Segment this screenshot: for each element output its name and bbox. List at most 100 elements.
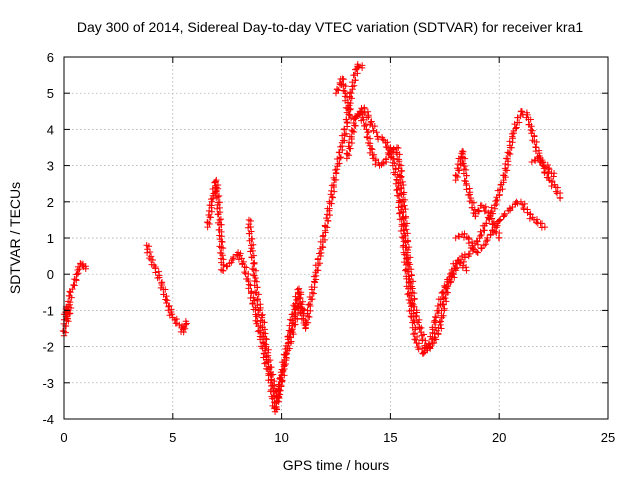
data-point-interp [513,124,520,131]
data-point-interp [334,160,342,168]
data-point-interp [250,306,257,313]
data-point [541,223,549,231]
data-point-interp [413,318,421,326]
data-point-interp [537,154,544,162]
data-point-interp [248,254,255,261]
data-point-interp [431,313,439,321]
data-point-interp [228,256,236,264]
data-point-interp [341,131,348,139]
data-point-interp [249,299,257,307]
y-tick-label: 4 [47,122,54,137]
data-point-interp [526,215,534,222]
data-point [459,147,466,155]
data-point-interp [306,293,314,301]
data-point-interp [493,224,500,231]
data-point-interp [333,85,341,93]
data-point-interp [310,273,318,280]
series-seg2 [143,242,190,336]
data-point [459,252,466,260]
data-point-interp [281,362,288,369]
data-point-interp [455,232,462,240]
grid [64,57,608,419]
data-point-interp [358,105,365,112]
data-point-interp [499,185,506,193]
data-point-interp [470,199,478,206]
data-point-interp [250,294,257,301]
data-point-interp [365,139,372,147]
data-point-interp [288,311,296,318]
data-point-interp [485,216,493,223]
data-point-interp [427,333,434,340]
data-point-interp [405,243,413,251]
data-point-interp [383,144,391,151]
data-point-interp [64,315,71,322]
data-point-interp [439,300,446,308]
data-point-interp [261,360,268,367]
data-point [339,75,346,82]
data-point-interp [339,137,347,144]
data-point-interp [504,155,511,163]
data-point-interp [488,215,496,222]
data-point-interp [219,252,226,259]
data-point-interp [463,172,470,179]
data-point [524,111,531,119]
data-point-interp [372,161,379,168]
data-point-interp [270,385,278,392]
data-point-interp [437,318,445,325]
data-point-interp [219,238,226,246]
data-point-interp [410,330,417,338]
data-point-interp [352,76,359,84]
data-point-interp [168,311,176,318]
data-point-interp [461,230,468,237]
data-point-interp [373,129,380,136]
data-point-interp [311,279,319,286]
data-point-interp [343,116,350,123]
data-point-interp [277,376,284,383]
data-point [491,202,499,209]
data-point [213,176,220,184]
data-point-interp [297,291,305,298]
data-point-interp [243,264,250,271]
data-point-interp [533,219,540,226]
data-point [419,350,427,358]
data-point-interp [162,296,169,303]
data-point-interp [344,150,351,158]
data-point-interp [283,349,290,357]
data-point-interp [69,285,76,293]
data-point-interp [400,215,407,222]
data-point [467,194,475,202]
x-tick-label: 20 [492,430,506,445]
data-point-interp [402,232,409,239]
data-point-interp [465,239,473,247]
data-point-interp [342,90,349,97]
data-point-interp [155,274,163,281]
data-point-interp [398,184,405,192]
data-point [463,267,470,274]
data-point-interp [545,168,552,176]
data-point-interp [204,219,212,226]
data-point-interp [143,249,151,256]
data-point-interp [505,149,513,157]
y-tick-label: -2 [42,340,54,355]
data-point-interp [396,209,404,217]
data-point-interp [411,313,419,320]
data-point-interp [71,275,78,283]
data-point [295,285,303,292]
data-point-interp [337,153,345,161]
data-point-interp [294,286,301,293]
data-point-interp [398,191,405,198]
data-point-interp [441,305,448,312]
data-point-interp [412,336,419,344]
data-point-interp [393,149,400,156]
data-point-interp [306,313,313,321]
data-point-interp [400,208,407,215]
data-point [550,173,557,180]
data-point [358,64,366,72]
data-point-interp [319,243,326,251]
data-point-interp [393,186,400,194]
data-point-interp [326,199,334,207]
data-point [354,61,361,68]
data-point-interp [493,200,500,208]
data-point-interp [474,241,482,248]
data-point-interp [444,283,452,290]
